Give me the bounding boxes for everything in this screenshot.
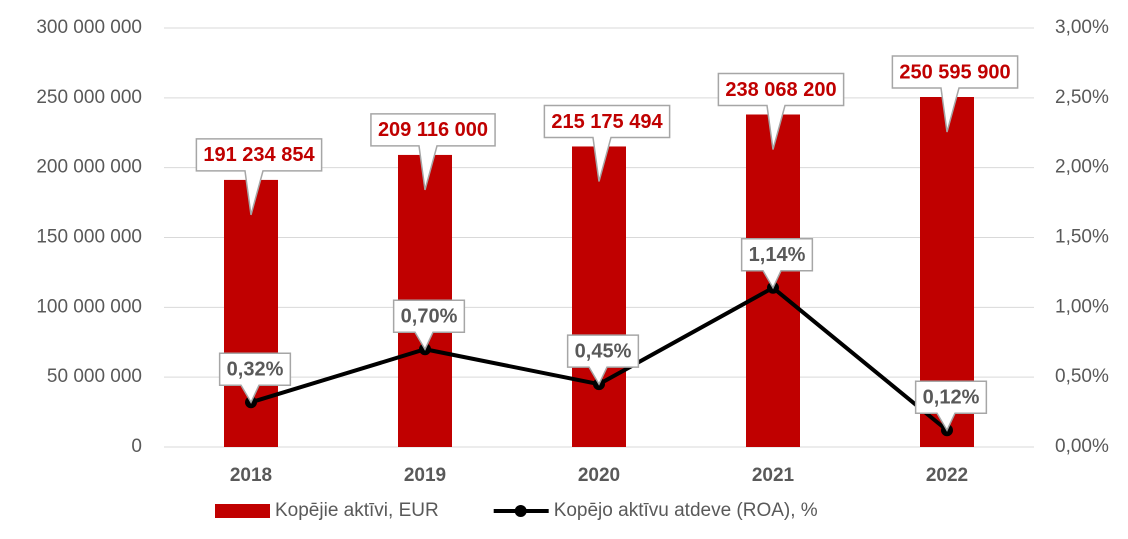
callout: 238 068 200 — [717, 72, 845, 150]
legend-swatch — [215, 504, 270, 518]
callout: 209 116 000 — [370, 113, 496, 191]
y2-tick-label: 2,50% — [1055, 87, 1109, 108]
x-tick-label: 2018 — [230, 465, 272, 486]
data-label: 191 234 854 — [203, 144, 315, 166]
callout-box — [914, 380, 988, 432]
callout-box — [392, 299, 466, 351]
y2-tick-label: 2,00% — [1055, 157, 1109, 178]
y-tick-label: 0 — [131, 436, 142, 457]
callout: 1,14% — [740, 238, 814, 290]
y-tick-label: 250 000 000 — [36, 87, 142, 108]
callout-box — [717, 72, 845, 150]
data-label: 1,14% — [749, 244, 806, 266]
x-tick-label: 2019 — [404, 465, 446, 486]
callout: 0,32% — [218, 352, 292, 404]
y-tick-label: 50 000 000 — [47, 366, 142, 387]
y2-tick-label: 0,00% — [1055, 436, 1109, 457]
data-label: 215 175 494 — [551, 111, 663, 133]
callout-box — [543, 104, 671, 182]
x-tick-label: 2022 — [926, 465, 968, 486]
data-label: 0,70% — [401, 306, 458, 328]
legend-marker — [514, 505, 527, 517]
y2-tick-label: 3,00% — [1055, 17, 1109, 38]
callout-box — [740, 238, 814, 290]
data-label: 0,12% — [923, 387, 980, 409]
data-label: 0,45% — [575, 340, 632, 362]
data-label: 250 595 900 — [899, 61, 1010, 83]
legend-label: Kopējie aktīvi, EUR — [275, 500, 439, 521]
callout-box — [370, 113, 496, 191]
x-tick-label: 2020 — [578, 465, 620, 486]
callout: 0,70% — [392, 299, 466, 351]
y2-tick-label: 1,00% — [1055, 296, 1109, 317]
callout: 0,45% — [566, 334, 640, 386]
callout-box — [195, 138, 323, 216]
callout: 191 234 854 — [195, 138, 323, 216]
data-label: 0,32% — [227, 359, 284, 381]
callout-box — [566, 334, 640, 386]
y2-tick-label: 0,50% — [1055, 366, 1109, 387]
callout: 0,12% — [914, 380, 988, 432]
callout: 250 595 900 — [891, 55, 1019, 133]
y-tick-label: 150 000 000 — [36, 227, 142, 248]
y-tick-label: 300 000 000 — [36, 17, 142, 38]
callout-box — [891, 55, 1019, 133]
callout: 215 175 494 — [543, 104, 671, 182]
callout-box — [218, 352, 292, 404]
legend-label: Kopējo aktīvu atdeve (ROA), % — [554, 500, 818, 521]
y-tick-label: 100 000 000 — [36, 296, 142, 317]
data-label: 209 116 000 — [378, 119, 488, 141]
x-tick-label: 2021 — [752, 465, 795, 486]
data-label: 238 068 200 — [725, 79, 836, 101]
y-tick-label: 200 000 000 — [36, 157, 142, 178]
bar — [572, 146, 626, 447]
y2-tick-label: 1,50% — [1055, 227, 1109, 248]
